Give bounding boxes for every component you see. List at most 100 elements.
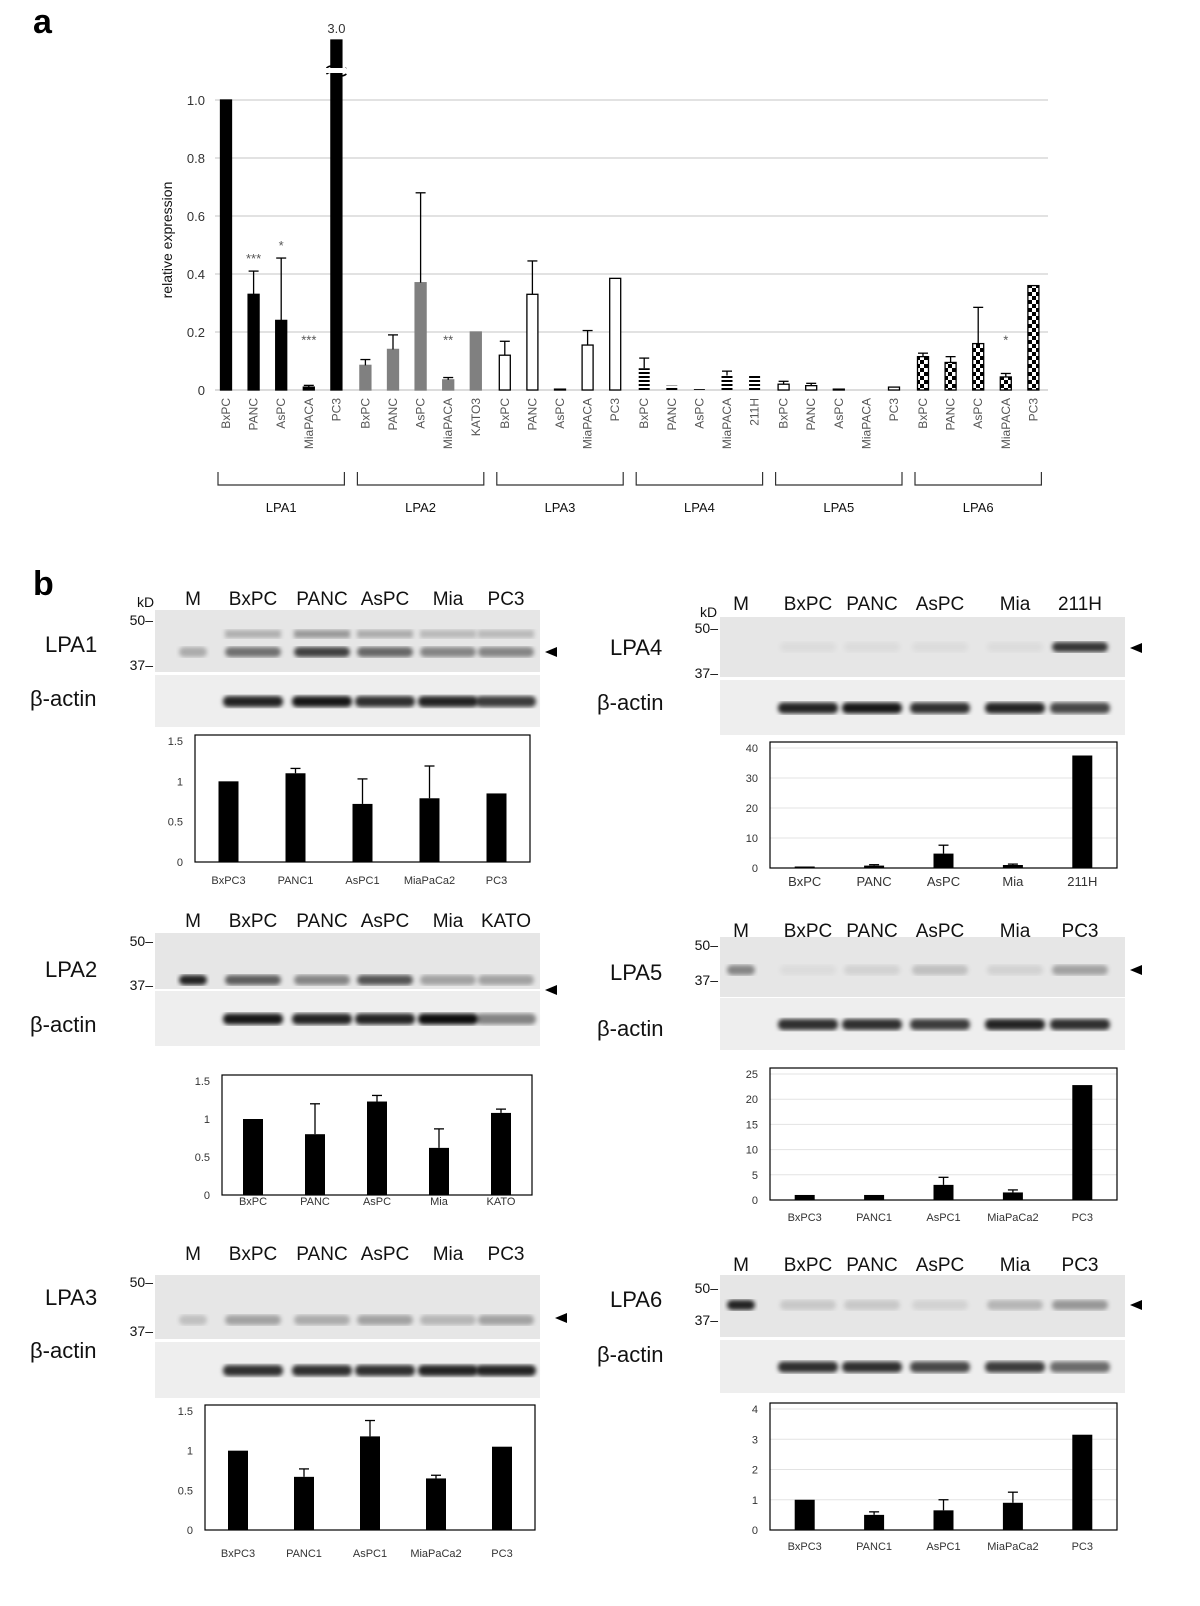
- y-tick-label: 3: [752, 1434, 758, 1446]
- y-tick-label: 0: [187, 1525, 193, 1537]
- bar: [553, 388, 567, 391]
- lane-label: AsPC: [361, 589, 410, 610]
- lane-label: M: [733, 921, 749, 942]
- bar: [414, 282, 427, 391]
- y-tick-label: 1.5: [195, 1076, 210, 1088]
- actin-band: [1050, 1361, 1110, 1373]
- target-band: [912, 1300, 968, 1310]
- x-tick-label: MiaPaCa2: [987, 1212, 1038, 1224]
- x-tick-label: AsPC: [832, 398, 846, 429]
- x-tick-label: MiaPACA: [441, 398, 455, 449]
- lane-label: Mia: [433, 589, 464, 610]
- actin-band: [418, 1365, 478, 1376]
- x-tick-label: BxPC3: [211, 875, 245, 887]
- y-tick-label: 1.5: [168, 736, 183, 748]
- lane-label: AsPC: [916, 1255, 965, 1276]
- bar: [1002, 1502, 1023, 1530]
- target-band: [179, 1315, 207, 1325]
- x-tick-label: PANC1: [856, 1541, 892, 1553]
- x-tick-label: BxPC: [498, 398, 512, 429]
- x-tick-label: PC3: [1072, 1541, 1093, 1553]
- actin-band: [355, 1365, 415, 1376]
- bar: [330, 39, 343, 391]
- x-tick-label: PANC: [944, 398, 958, 431]
- group-bracket: [914, 472, 1042, 486]
- marker-37: 37–: [695, 1312, 719, 1328]
- x-tick-label: PANC1: [286, 1548, 322, 1560]
- target-blot: [155, 610, 540, 672]
- marker-50: 50–: [695, 1280, 719, 1296]
- target-label: LPA3: [45, 1285, 97, 1310]
- bar: [429, 1147, 449, 1195]
- x-tick-label: 211H: [748, 398, 762, 426]
- bar: [1072, 1085, 1093, 1200]
- x-tick-label: BxPC: [219, 398, 233, 429]
- blot-panel-lpa1: M BxPC PANC AsPC Mia PC3 LPA1 β-actin kD 50– 37– 0 0…: [30, 589, 557, 887]
- x-tick-label: PANC: [386, 398, 400, 431]
- bar: [492, 1446, 512, 1530]
- background-band: [357, 630, 413, 638]
- lane-label: BxPC: [229, 1244, 278, 1265]
- significance-marker: *: [279, 238, 284, 253]
- actin-band: [418, 696, 478, 707]
- x-tick-label: PC3: [486, 875, 507, 887]
- group-bracket: [496, 472, 624, 486]
- y-tick-label: 1: [752, 1495, 758, 1507]
- y-tick-label: 0.5: [178, 1485, 193, 1497]
- actin-label: β-actin: [597, 1342, 663, 1367]
- target-band: [225, 647, 281, 657]
- marker-50: 50–: [130, 933, 154, 949]
- x-tick-label: BxPC3: [788, 1541, 822, 1553]
- actin-band: [910, 702, 970, 714]
- bar: [933, 1184, 954, 1200]
- actin-band: [355, 1013, 415, 1025]
- bar: [526, 293, 539, 391]
- target-band: [294, 1315, 350, 1325]
- x-tick-label: BxPC: [358, 398, 372, 429]
- actin-band: [476, 1365, 536, 1376]
- x-tick-label: MiaPACA: [581, 398, 595, 449]
- lane-label: Mia: [1000, 921, 1031, 942]
- target-band: [912, 642, 968, 652]
- x-tick-label: BxPC: [777, 398, 791, 429]
- bar: [486, 793, 507, 862]
- target-band: [1052, 965, 1108, 975]
- x-tick-label: PANC: [665, 398, 679, 431]
- blot-panel-lpa2: M BxPC PANC AsPC Mia KATO LPA2 β-actin 50– 37– 0 0.…: [30, 911, 557, 1208]
- target-band: [478, 647, 534, 657]
- x-tick-label: KATO3: [469, 398, 483, 437]
- x-tick-label: AsPC1: [926, 1541, 960, 1553]
- target-band: [225, 975, 281, 985]
- marker-37: 37–: [695, 665, 719, 681]
- target-label: LPA1: [45, 632, 97, 657]
- y-tick-label: 20: [746, 1094, 758, 1106]
- actin-band: [910, 1361, 970, 1373]
- bar: [693, 389, 705, 390]
- x-tick-label: AsPC: [414, 398, 428, 429]
- lane-label: PC3: [488, 1244, 525, 1265]
- lane-label: Mia: [1000, 1255, 1031, 1276]
- y-axis-label: relative expression: [159, 182, 175, 299]
- bar: [305, 1134, 325, 1195]
- x-tick-label: PC3: [329, 398, 343, 422]
- target-band: [727, 965, 755, 975]
- marker-50: 50–: [130, 612, 154, 628]
- main-bar-chart: 00.20.40.60.81.0BxPC***PANC*AsPC***MiaPA…: [187, 21, 1048, 515]
- target-label: LPA6: [610, 1287, 662, 1312]
- actin-label: β-actin: [30, 1012, 96, 1037]
- significance-marker: ***: [301, 332, 316, 347]
- x-tick-label: MiaPaCa2: [410, 1548, 461, 1560]
- lane-label: M: [733, 1255, 749, 1276]
- target-band: [727, 1300, 755, 1310]
- y-tick-label: 10: [746, 1145, 758, 1157]
- lane-label: BxPC: [229, 589, 278, 610]
- x-tick-label: AsPC1: [345, 875, 379, 887]
- lane-label: BxPC: [784, 921, 833, 942]
- x-tick-label: MiaPACA: [999, 398, 1013, 449]
- lane-label: M: [185, 589, 201, 610]
- bar: [360, 1436, 380, 1530]
- lane-label: M: [185, 911, 201, 932]
- lane-label: Mia: [1000, 594, 1031, 615]
- bar: [1072, 755, 1093, 868]
- target-band: [357, 1315, 413, 1325]
